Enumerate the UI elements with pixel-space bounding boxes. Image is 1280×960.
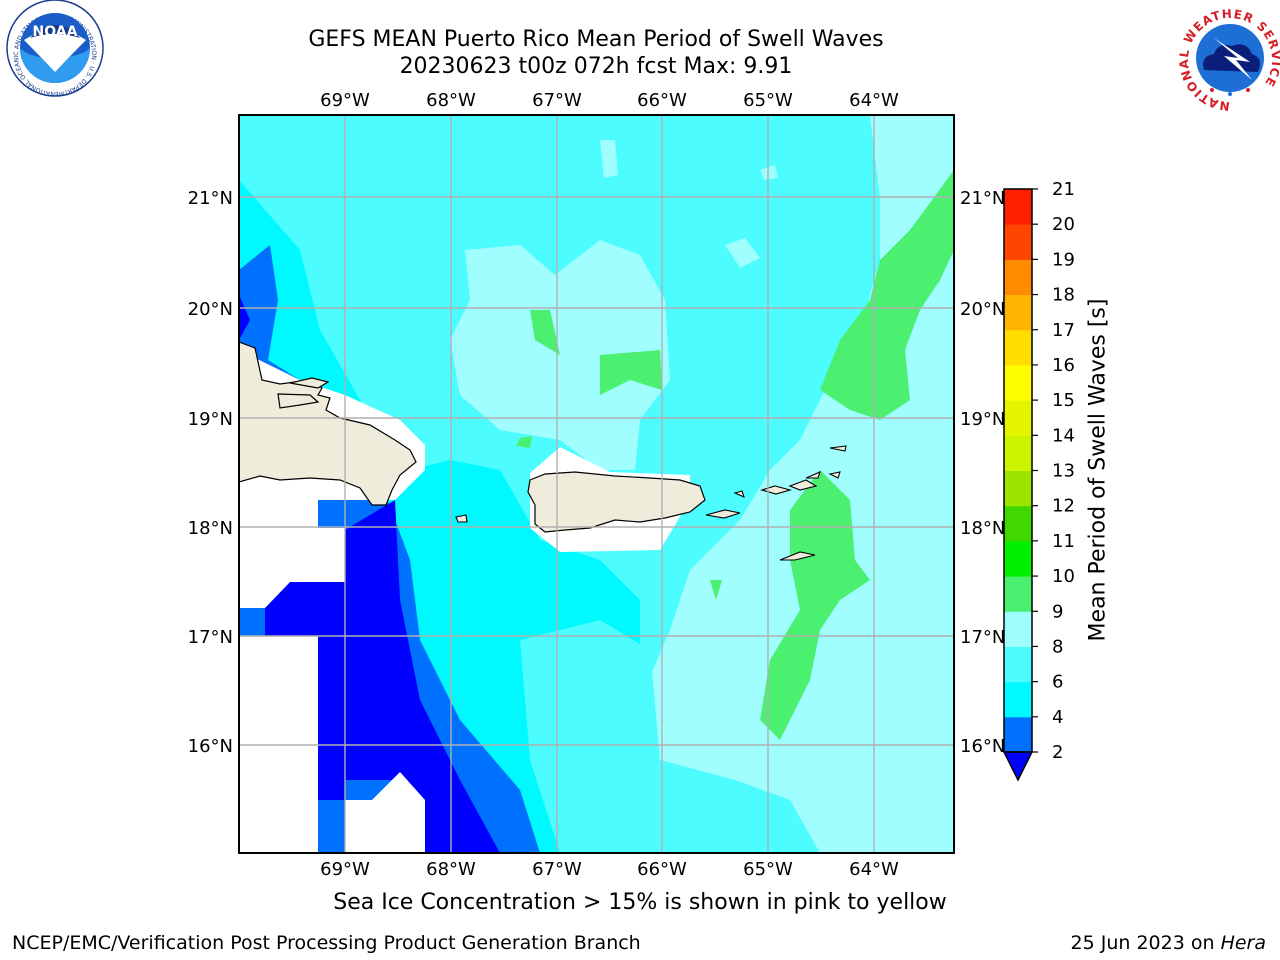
colorbar-segment [1004,716,1032,753]
swell-period-region-9-10-mid [760,470,870,740]
noaa-logo-text: NOAA [33,24,78,40]
no-data-mask-southwest [239,528,425,853]
colorbar-tick-label: 19 [1052,249,1075,270]
map-plot-area [239,115,954,853]
colorbar-tick-label: 17 [1052,320,1075,341]
lat-label-left: 21°N [188,188,233,209]
colorbar-segment [1004,294,1032,331]
colorbar-tick-label: 20 [1052,214,1075,235]
map-frame [238,114,955,854]
lat-label-right: 20°N [960,299,1005,320]
map-title: GEFS MEAN Puerto Rico Mean Period of Swe… [308,27,884,52]
lat-label-left: 19°N [188,409,233,430]
colorbar-segment [1004,189,1032,225]
sea-ice-caption: Sea Ice Concentration > 15% is shown in … [333,890,947,915]
colorbar-segment [1004,259,1032,296]
colorbar-segment [1004,646,1032,683]
colorbar-tick-label: 6 [1052,672,1063,693]
colorbar-tick-label: 21 [1052,179,1075,200]
colorbar-tick-label: 8 [1052,636,1063,657]
colorbar-tick-label: 14 [1052,425,1075,446]
lon-label-top: 68°W [426,90,476,111]
lat-label-left: 18°N [188,518,233,539]
footer-host: Hera [1220,932,1266,954]
lat-label-left: 16°N [188,736,233,757]
swell-period-region-below-2 [239,295,500,853]
lon-label-bottom: 64°W [849,859,899,880]
land-small-islands [455,445,847,561]
colorbar-tick-label: 12 [1052,496,1075,517]
lon-label-bottom: 69°W [320,859,370,880]
colorbar-tick-label: 11 [1052,531,1075,552]
colorbar-segment [1004,224,1032,260]
colorbar-segment [1004,576,1032,612]
lat-label-left: 17°N [188,627,233,648]
colorbar-tick-label: 18 [1052,285,1075,306]
footer-date: 25 Jun 2023 on Hera [1071,932,1266,954]
colorbar-tick-label: 9 [1052,601,1063,622]
colorbar-tick-label: 13 [1052,461,1075,482]
colorbar-segment [1004,435,1032,471]
colorbar-tick-label: 10 [1052,566,1075,587]
colorbar-segment [1004,400,1032,436]
graticule [239,115,954,853]
lon-label-top: 66°W [637,90,687,111]
lon-label-bottom: 68°W [426,859,476,880]
lon-label-top: 64°W [849,90,899,111]
footer-date-text: 25 Jun 2023 on [1070,932,1221,954]
lon-label-bottom: 66°W [637,859,687,880]
lat-label-right: 18°N [960,518,1005,539]
colorbar-tick-label: 15 [1052,390,1075,411]
lon-label-top: 69°W [320,90,370,111]
colorbar-title: Mean Period of Swell Waves [s] [1085,298,1111,642]
lon-label-top: 65°W [743,90,793,111]
map-subtitle: 20230623 t00z 072h fcst Max: 9.91 [399,54,793,79]
colorbar-tick-label: 4 [1052,707,1063,728]
colorbar-segment [1004,329,1032,366]
land-hispaniola-north-cape [277,377,330,409]
nws-logo-icon: NATIONAL WEATHER SERVICE [1177,7,1280,113]
swell-period-region-9-10-patch [516,310,722,600]
colorbar-under-arrow [1002,751,1034,782]
colorbar: 2 4 6 8 9 10 11 12 13 14 15 16 17 18 19 20 21 [1002,179,1075,782]
lon-label-bottom: 65°W [743,859,793,880]
colorbar-segment [1004,540,1032,577]
colorbar-segment [1004,505,1032,542]
colorbar-segment [1004,470,1032,507]
lat-label-right: 17°N [960,627,1005,648]
lat-label-right: 16°N [960,736,1005,757]
colorbar-segment [1004,364,1032,401]
swell-period-region-9-10-east [820,170,954,420]
colorbar-tick-label: 2 [1052,742,1063,763]
lat-label-right: 21°N [960,188,1005,209]
colorbar-segment [1004,611,1032,647]
swell-period-region-6-8-south [520,620,660,853]
land-puerto-rico [527,471,706,533]
lat-label-right: 19°N [960,409,1005,430]
colorbar-tick-label: 16 [1052,355,1075,376]
lon-label-top: 67°W [532,90,582,111]
lat-label-left: 20°N [188,299,233,320]
noaa-logo-icon: NATIONAL OCEANIC AND ATMOSPHERIC ADMINIS… [0,0,104,97]
colorbar-segment [1004,681,1032,718]
lon-label-bottom: 67°W [532,859,582,880]
footer-credit: NCEP/EMC/Verification Post Processing Pr… [12,932,641,954]
